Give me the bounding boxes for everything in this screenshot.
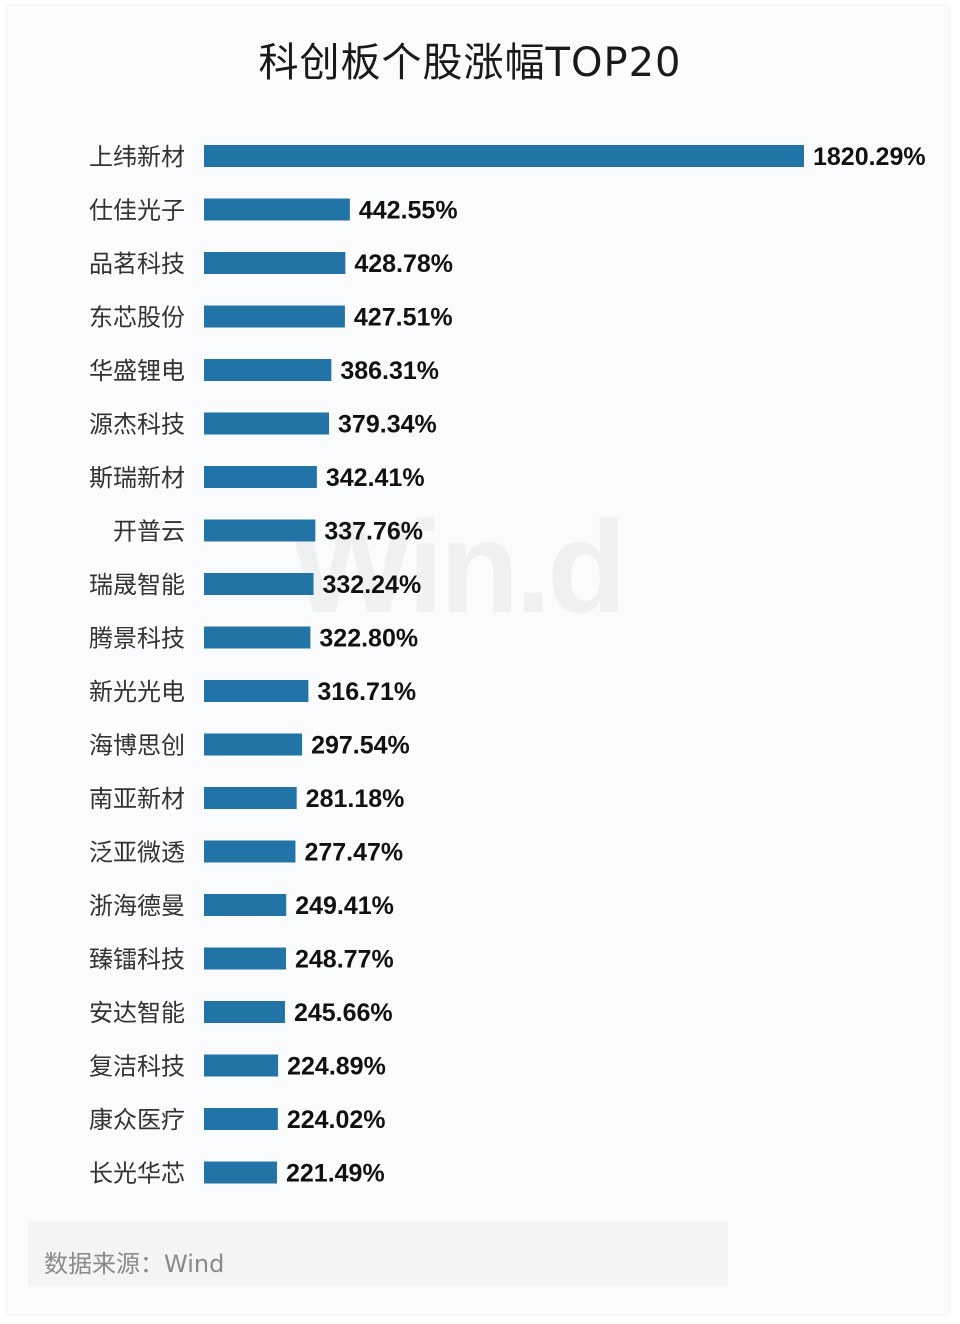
value-label: 248.77% xyxy=(295,946,394,974)
bar xyxy=(204,1161,278,1184)
data-source-label: 数据来源：Wind xyxy=(44,1250,225,1278)
bar xyxy=(204,305,345,328)
value-label: 332.24% xyxy=(323,571,422,599)
bar xyxy=(204,840,296,863)
category-label: 泛亚微透 xyxy=(89,839,185,867)
category-label: 华盛锂电 xyxy=(89,357,185,385)
category-label: 新光光电 xyxy=(89,678,185,706)
category-label: 斯瑞新材 xyxy=(89,464,185,492)
category-label: 腾景科技 xyxy=(89,625,185,653)
category-label: 源杰科技 xyxy=(89,411,185,439)
value-label: 221.49% xyxy=(286,1160,385,1188)
bar xyxy=(204,894,287,916)
bar xyxy=(204,1001,285,1023)
value-label: 249.41% xyxy=(295,892,394,920)
category-label: 品茗科技 xyxy=(89,250,185,278)
value-label: 224.02% xyxy=(287,1106,386,1134)
value-label: 342.41% xyxy=(326,464,425,492)
category-label: 臻镭科技 xyxy=(89,946,185,974)
bar xyxy=(204,252,346,274)
bar xyxy=(204,145,804,167)
bar xyxy=(204,1108,278,1130)
bar xyxy=(204,412,330,435)
category-label: 康众医疗 xyxy=(89,1106,185,1134)
value-label: 316.71% xyxy=(317,678,416,706)
category-label: 上纬新材 xyxy=(89,143,185,171)
bar xyxy=(204,733,303,756)
chart-card xyxy=(8,6,948,1314)
footer-band xyxy=(28,1222,728,1286)
bar xyxy=(204,359,332,381)
category-label: 复洁科技 xyxy=(89,1053,185,1081)
bar xyxy=(204,573,314,595)
value-label: 322.80% xyxy=(319,625,418,653)
value-label: 442.55% xyxy=(359,197,458,225)
value-label: 379.34% xyxy=(338,411,437,439)
bar-chart: 上纬新材 1820.29% 仕佳光子 442.55% 品茗科技 428.78% 东芯股份 42… xyxy=(89,143,926,1188)
category-label: 浙海德曼 xyxy=(89,892,185,920)
value-label: 281.18% xyxy=(306,785,405,813)
bar xyxy=(204,787,297,809)
value-label: 427.51% xyxy=(354,304,453,332)
chart-title: 科创板个股涨幅TOP20 xyxy=(258,40,682,86)
value-label: 224.89% xyxy=(287,1053,386,1081)
value-label: 428.78% xyxy=(354,250,453,278)
category-label: 南亚新材 xyxy=(89,785,185,813)
bar xyxy=(204,947,286,970)
category-label: 东芯股份 xyxy=(89,304,185,332)
category-label: 安达智能 xyxy=(89,999,185,1027)
bar xyxy=(204,1054,279,1077)
value-label: 297.54% xyxy=(311,732,410,760)
bar xyxy=(204,198,350,221)
bar xyxy=(204,519,316,542)
category-label: 海博思创 xyxy=(89,732,185,760)
category-label: 长光华芯 xyxy=(89,1160,185,1188)
value-label: 1820.29% xyxy=(813,143,926,171)
bar xyxy=(204,466,317,488)
category-label: 仕佳光子 xyxy=(89,197,185,225)
bar xyxy=(204,680,309,702)
value-label: 386.31% xyxy=(340,357,439,385)
category-label: 开普云 xyxy=(113,518,185,546)
value-label: 337.76% xyxy=(324,518,423,546)
value-label: 277.47% xyxy=(304,839,403,867)
category-label: 瑞晟智能 xyxy=(89,571,185,599)
bar xyxy=(204,626,311,649)
value-label: 245.66% xyxy=(294,999,393,1027)
